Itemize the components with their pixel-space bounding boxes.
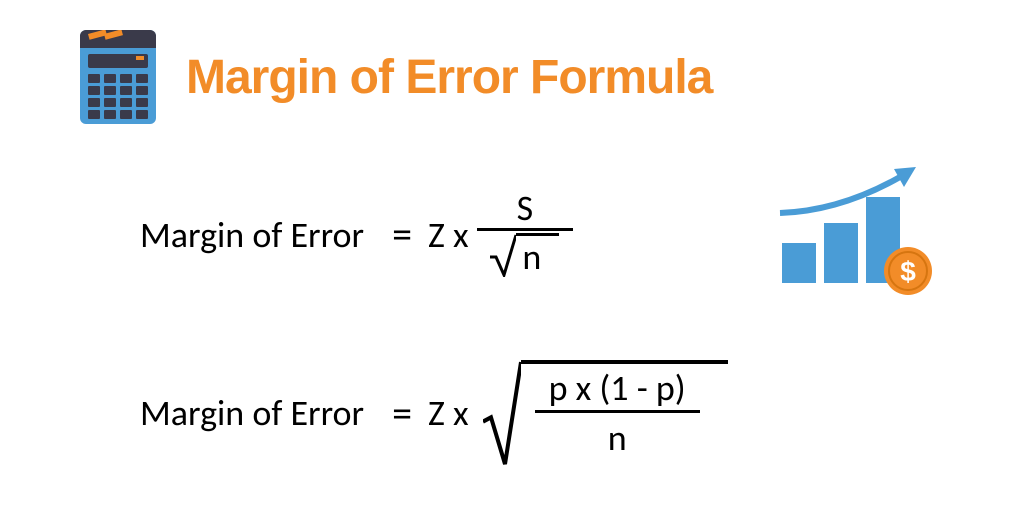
coin-dollar-label: $: [900, 256, 916, 287]
formula-1: Margin of Error = Z x S n: [140, 190, 573, 279]
formula-1-equals: =: [392, 210, 412, 259]
header: Margin of Error Formula: [80, 30, 712, 124]
radical-icon: [483, 360, 521, 466]
formula-2: Margin of Error = Z x p x (1 - p) n: [140, 360, 728, 466]
radical-icon: [490, 233, 516, 277]
formula-2-sqrt-body: p x (1 - p) n: [521, 360, 728, 466]
formula-1-z: Z x: [428, 213, 469, 257]
formula-1-denominator: n: [490, 231, 559, 279]
growth-chart-icon: $: [770, 165, 940, 295]
calculator-icon: [80, 30, 156, 124]
formula-1-numerator: S: [477, 190, 574, 228]
formula-1-fraction: S n: [477, 190, 574, 279]
formula-1-label: Margin of Error: [140, 213, 364, 257]
formula-2-numerator: p x (1 - p): [535, 370, 700, 410]
formula-2-sqrt: p x (1 - p) n: [483, 360, 728, 466]
formula-1-sqrt: n: [490, 233, 559, 279]
formula-1-sqrt-content: n: [516, 233, 559, 279]
formula-2-denominator: n: [608, 413, 627, 460]
formula-2-equals: =: [392, 389, 412, 438]
formula-2-z: Z x: [428, 391, 469, 435]
page-title: Margin of Error Formula: [186, 50, 712, 105]
formula-2-label: Margin of Error: [140, 391, 364, 435]
formula-2-fraction: p x (1 - p) n: [535, 370, 700, 460]
